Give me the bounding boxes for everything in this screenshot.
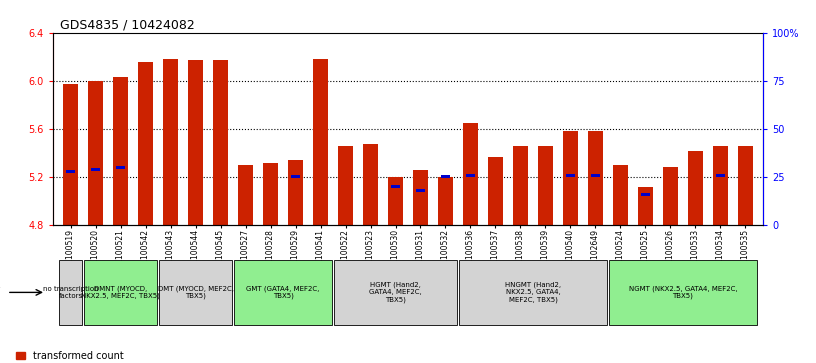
FancyBboxPatch shape xyxy=(335,260,457,325)
Text: DMT (MYOCD, MEF2C,
TBX5): DMT (MYOCD, MEF2C, TBX5) xyxy=(157,285,233,299)
Bar xyxy=(413,170,428,225)
FancyBboxPatch shape xyxy=(84,260,157,325)
Bar xyxy=(438,177,453,225)
Bar xyxy=(263,163,278,225)
Bar xyxy=(163,59,178,225)
Bar xyxy=(63,84,78,225)
Bar xyxy=(363,144,378,225)
Bar xyxy=(441,175,450,179)
FancyBboxPatch shape xyxy=(459,260,607,325)
Bar xyxy=(638,187,653,225)
Text: GDS4835 / 10424082: GDS4835 / 10424082 xyxy=(60,19,195,32)
Bar xyxy=(641,193,650,196)
Bar xyxy=(588,131,603,225)
Bar xyxy=(213,60,228,225)
Text: HNGMT (Hand2,
NKX2.5, GATA4,
MEF2C, TBX5): HNGMT (Hand2, NKX2.5, GATA4, MEF2C, TBX5… xyxy=(505,282,561,303)
Bar xyxy=(313,59,328,225)
Bar xyxy=(288,160,303,225)
Bar xyxy=(238,165,253,225)
Bar xyxy=(565,174,575,176)
Bar xyxy=(563,131,578,225)
Bar xyxy=(488,156,503,225)
FancyBboxPatch shape xyxy=(234,260,332,325)
Bar xyxy=(65,170,75,173)
Bar xyxy=(463,123,478,225)
Text: HGMT (Hand2,
GATA4, MEF2C,
TBX5): HGMT (Hand2, GATA4, MEF2C, TBX5) xyxy=(369,282,422,303)
Bar xyxy=(290,175,300,179)
FancyBboxPatch shape xyxy=(610,260,756,325)
Bar xyxy=(738,146,753,225)
Text: GMT (GATA4, MEF2C,
TBX5): GMT (GATA4, MEF2C, TBX5) xyxy=(246,285,320,299)
Bar xyxy=(116,166,126,169)
FancyBboxPatch shape xyxy=(159,260,232,325)
Bar xyxy=(415,189,425,192)
Bar xyxy=(391,185,401,188)
Bar xyxy=(716,174,725,176)
Text: DMNT (MYOCD,
NKX2.5, MEF2C, TBX5): DMNT (MYOCD, NKX2.5, MEF2C, TBX5) xyxy=(81,285,160,299)
Bar xyxy=(91,168,100,171)
Legend: transformed count, percentile rank within the sample: transformed count, percentile rank withi… xyxy=(11,347,202,363)
Bar xyxy=(538,146,553,225)
Bar xyxy=(591,174,601,176)
Bar xyxy=(613,165,628,225)
Bar xyxy=(688,151,703,225)
Text: no transcription
factors: no transcription factors xyxy=(42,286,99,299)
Bar xyxy=(338,146,353,225)
Bar xyxy=(113,77,128,225)
Bar xyxy=(188,60,203,225)
FancyBboxPatch shape xyxy=(60,260,82,325)
Bar xyxy=(663,167,678,225)
Bar xyxy=(88,81,103,225)
Text: NGMT (NKX2.5, GATA4, MEF2C,
TBX5): NGMT (NKX2.5, GATA4, MEF2C, TBX5) xyxy=(628,285,738,299)
Bar xyxy=(713,146,728,225)
Bar xyxy=(513,146,528,225)
Bar xyxy=(388,177,403,225)
Bar xyxy=(138,61,153,225)
Bar xyxy=(466,174,476,176)
